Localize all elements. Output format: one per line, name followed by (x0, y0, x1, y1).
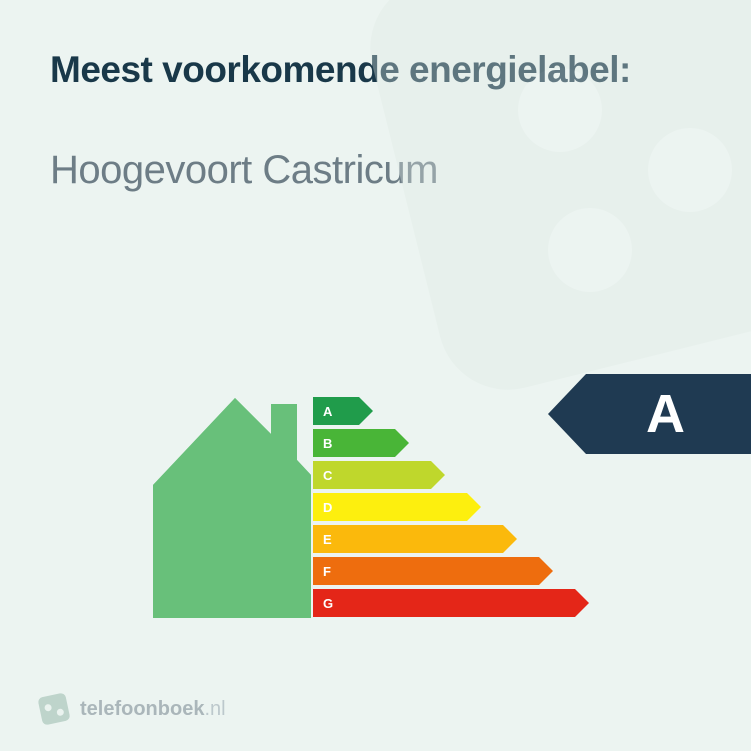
footer-brand: telefoonboek .nl (40, 695, 226, 723)
energy-label-card: Meest voorkomende energielabel: Hoogevoo… (0, 0, 751, 751)
result-label: A (548, 374, 751, 454)
energy-bar-d: D (313, 493, 589, 521)
energy-bar-label: E (313, 525, 503, 553)
energy-bar-g: G (313, 589, 589, 617)
house-icon (153, 390, 311, 618)
card-title: Meest voorkomende energielabel: (50, 48, 701, 92)
result-arrow-icon (548, 374, 586, 454)
energy-bar-e: E (313, 525, 589, 553)
brand-icon (37, 692, 70, 725)
energy-bar-label: B (313, 429, 395, 457)
energy-bar-c: C (313, 461, 589, 489)
energy-bar-label: G (313, 589, 575, 617)
energy-bar-f: F (313, 557, 589, 585)
energy-bar-label: A (313, 397, 359, 425)
brand-name-light: .nl (204, 698, 225, 721)
brand-text: telefoonboek .nl (80, 698, 226, 721)
result-letter: A (586, 374, 751, 454)
brand-name-strong: telefoonboek (80, 698, 204, 721)
energy-bar-label: F (313, 557, 539, 585)
card-subtitle: Hoogevoort Castricum (50, 148, 701, 193)
energy-bar-label: C (313, 461, 431, 489)
energy-bar-label: D (313, 493, 467, 521)
energy-scale-chart: A B C D E F G (153, 390, 603, 650)
